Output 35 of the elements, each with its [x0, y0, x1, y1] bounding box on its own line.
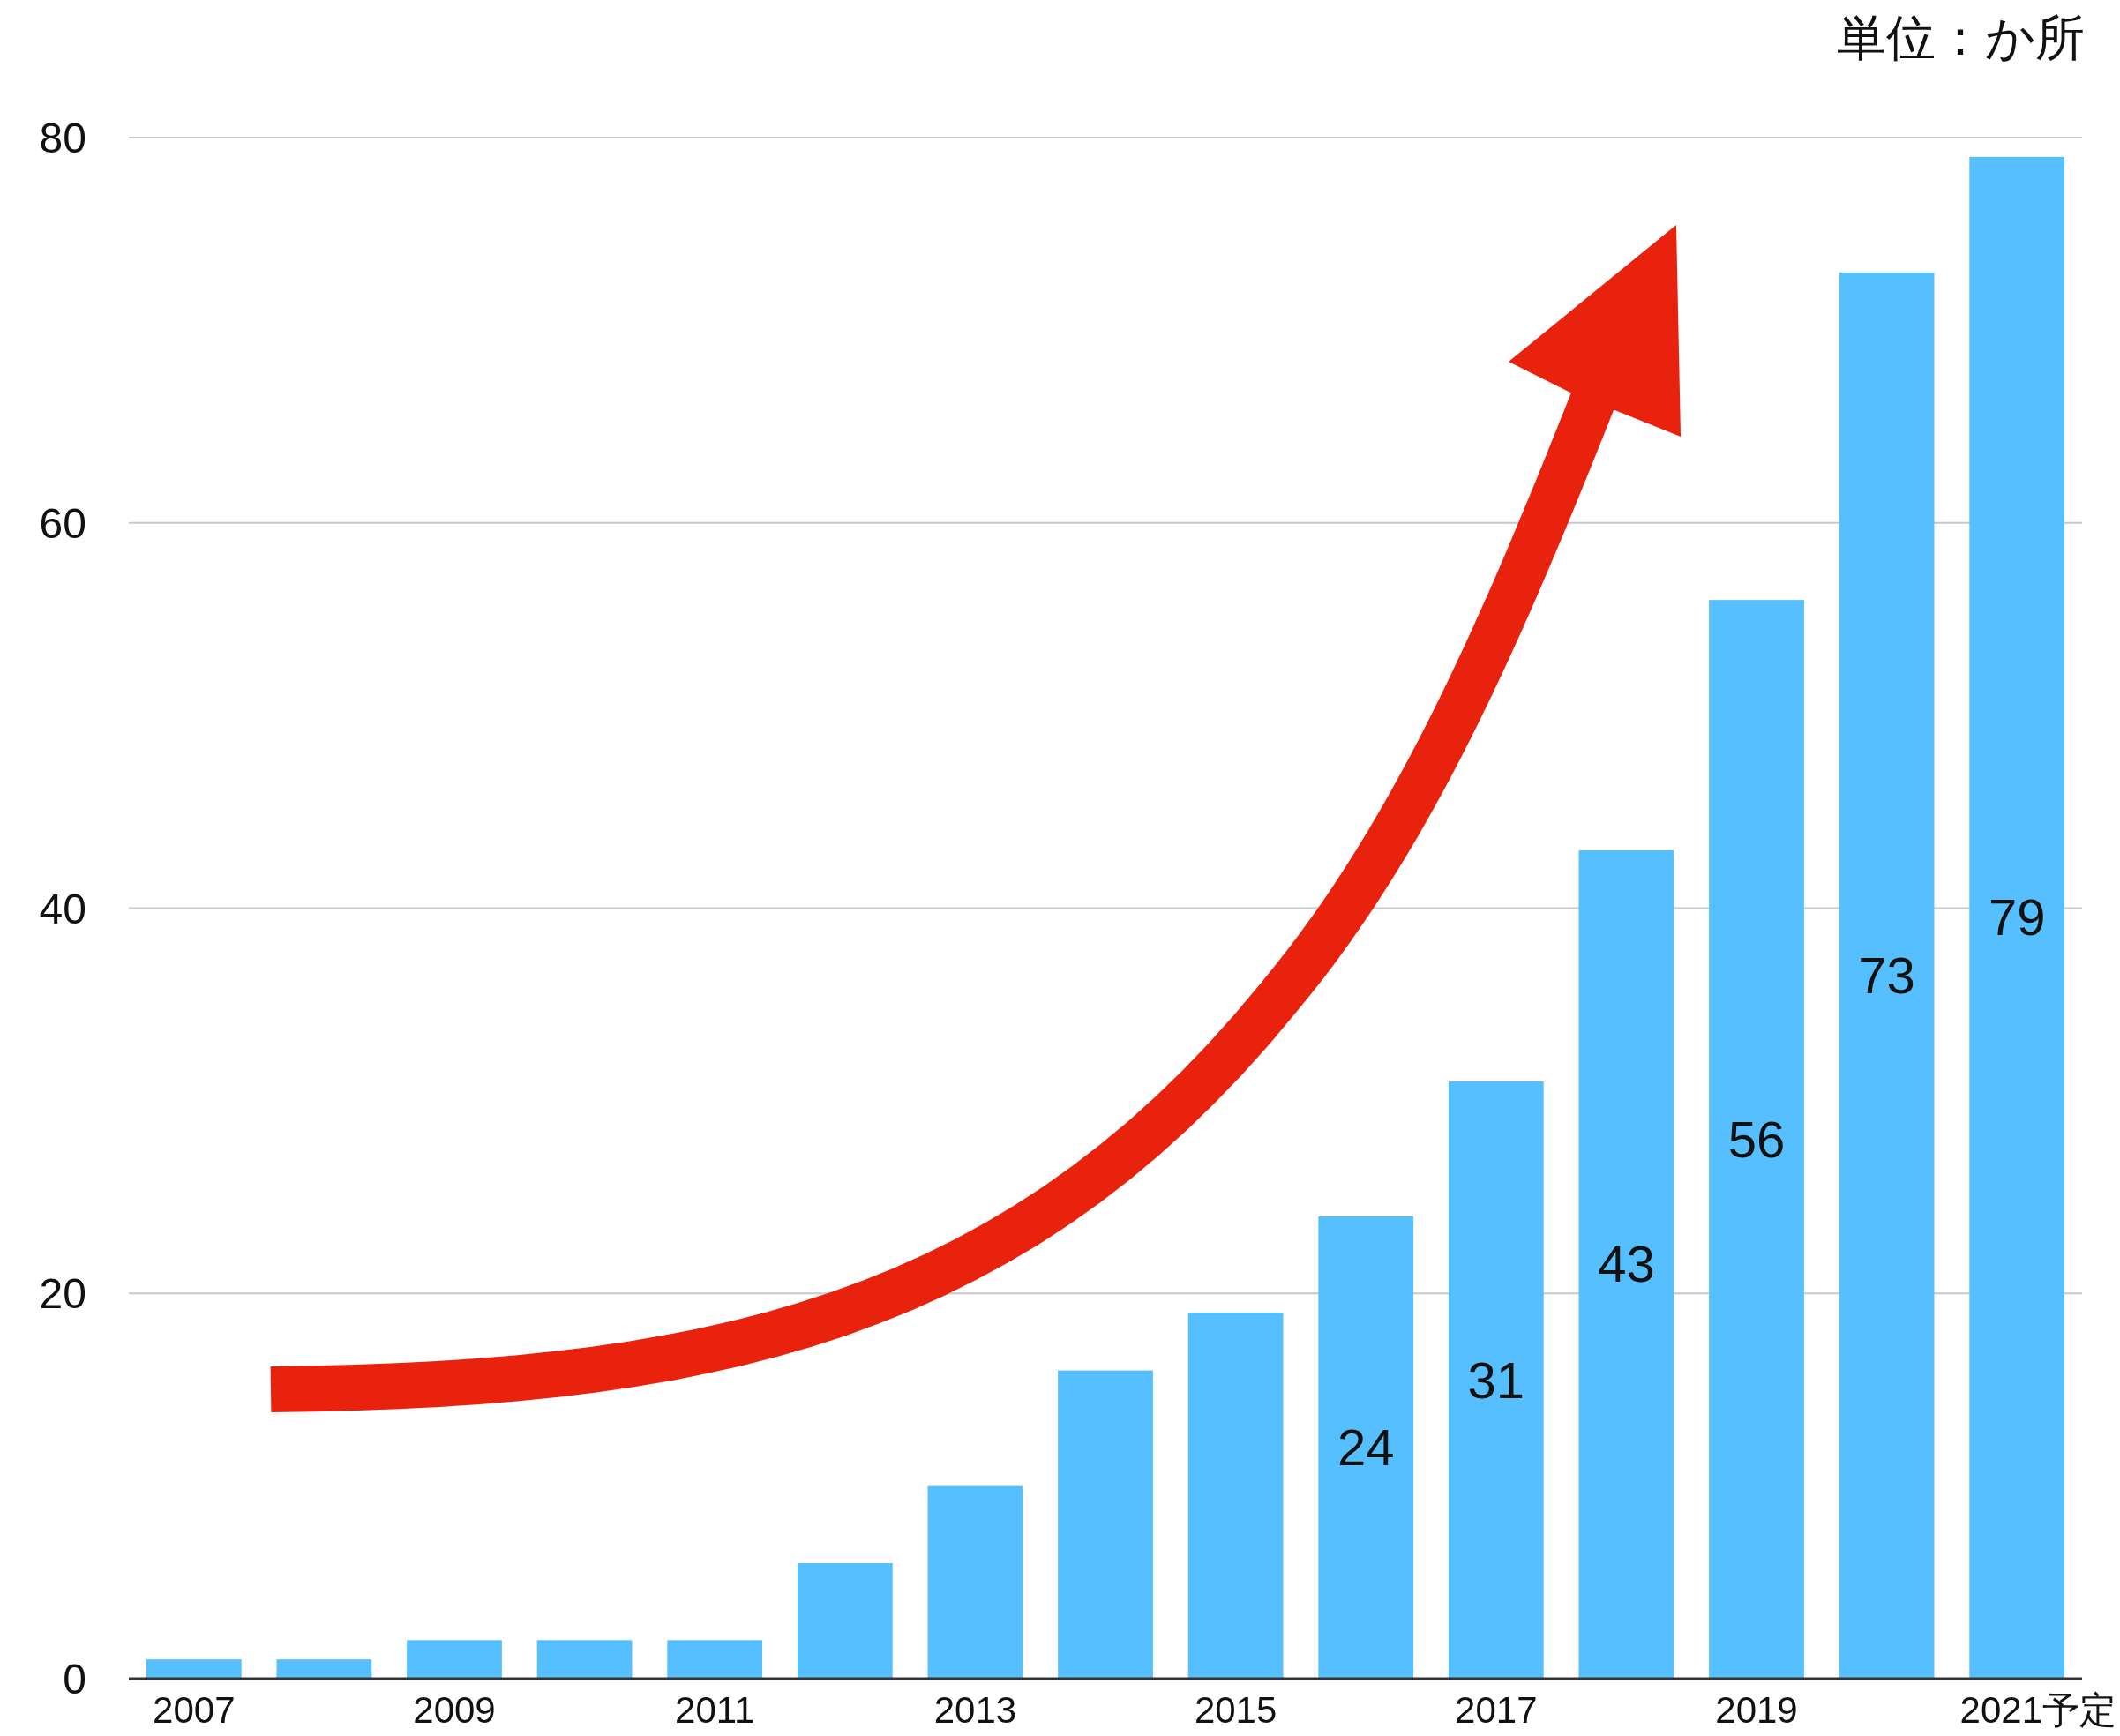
bar: [1187, 1313, 1284, 1679]
y-tick-label: 20: [39, 1270, 86, 1318]
data-label: 24: [1337, 1418, 1395, 1476]
bar: [927, 1485, 1023, 1679]
x-tick-label: 2021予定: [1959, 1689, 2116, 1731]
bar: [1578, 849, 1674, 1679]
y-tick-label: 60: [39, 499, 86, 547]
x-tick-label: 2015: [1194, 1689, 1277, 1731]
bar: [276, 1659, 372, 1679]
data-label: 31: [1467, 1351, 1525, 1409]
y-tick-label: 0: [63, 1656, 86, 1702]
data-label: 79: [1988, 888, 2046, 947]
bar: [146, 1659, 242, 1679]
bar: [1839, 272, 1935, 1679]
y-tick-label: 40: [39, 885, 86, 932]
x-tick-label: 2019: [1715, 1689, 1798, 1731]
bar: [1709, 600, 1804, 1679]
data-label: 56: [1727, 1110, 1786, 1168]
x-tick-label: 2017: [1455, 1689, 1538, 1731]
text: 単位：か所: [1837, 10, 2085, 65]
bar: [1969, 156, 2065, 1679]
x-tick-label: 2011: [675, 1689, 755, 1731]
bar: [1318, 1216, 1414, 1679]
bar: [536, 1640, 633, 1679]
x-tick-label: 2013: [933, 1689, 1017, 1731]
x-tick-label: 2007: [153, 1689, 236, 1731]
data-label: 73: [1858, 946, 1915, 1004]
bar: [407, 1640, 502, 1679]
bar: [667, 1640, 763, 1679]
y-tick-label: 80: [39, 115, 86, 161]
bar: [1448, 1081, 1544, 1679]
data-label: 43: [1598, 1235, 1655, 1293]
x-tick-label: 2009: [413, 1689, 496, 1731]
bar: [797, 1562, 893, 1679]
bar: [1058, 1370, 1153, 1679]
